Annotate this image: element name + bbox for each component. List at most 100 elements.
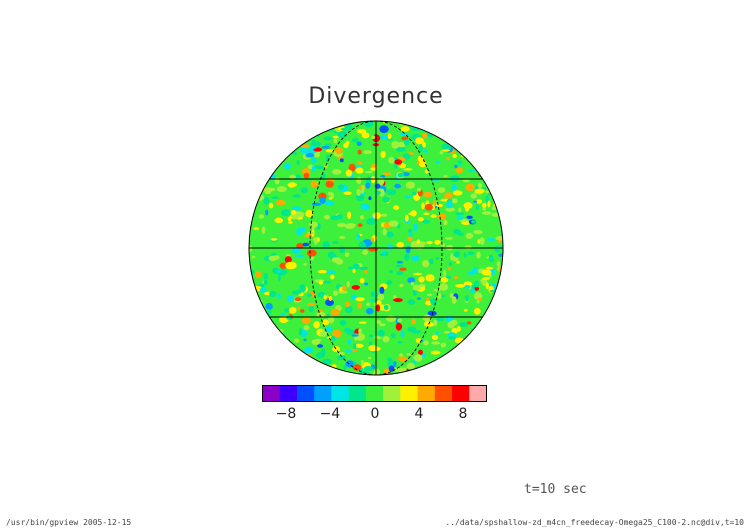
field-blob [400,117,409,120]
field-blob [375,320,382,324]
field-blob [249,160,252,166]
field-blob [366,218,376,225]
field-blob [498,321,503,326]
globe-outline [248,120,504,376]
field-blob [378,188,385,197]
field-blob [294,338,300,343]
field-blob [322,280,332,284]
field-blob [440,276,449,283]
field-blob [370,167,377,171]
field-blob [249,352,258,359]
field-blob [422,219,430,224]
field-blob [305,209,313,218]
field-blob [368,344,378,352]
field-blob [304,346,314,354]
field-blob [473,307,481,315]
field-blob [357,302,363,309]
field-blob [315,367,326,375]
field-blob [433,319,438,327]
field-blob [365,182,371,189]
field-blob [355,167,364,174]
field-blob [466,126,470,133]
field-blob [472,375,482,379]
field-blob [314,122,323,130]
field-blob [249,140,251,148]
field-blob [500,173,503,179]
field-blob [348,163,356,172]
field-blob [249,185,254,193]
field-blob [346,223,356,228]
field-blob [245,238,249,241]
field-blob [351,334,359,337]
field-blob [302,126,308,130]
field-blob [496,310,503,315]
field-blob [272,344,278,348]
field-blob [498,358,503,365]
field-blob [254,337,263,343]
field-blob [270,369,276,375]
colorbar-cell [331,385,349,402]
field-blob [499,354,503,363]
field-blob [417,297,421,300]
field-blob [476,153,480,160]
field-blob [352,364,362,371]
field-blob [415,338,422,343]
field-blob [479,237,485,245]
field-blob [253,363,260,368]
field-blob [284,308,290,313]
globe-field [245,117,503,379]
field-blob [472,121,478,124]
field-blob [292,366,297,374]
field-blob [251,312,259,317]
field-blob [410,210,417,217]
field-blob [268,202,274,209]
field-blob [372,212,382,219]
field-blob [263,354,272,357]
field-blob [338,351,345,356]
field-blob [300,309,305,313]
field-blob [490,331,498,336]
field-blob [443,331,451,334]
colorbar-cell [365,385,384,402]
field-blob [495,346,501,351]
field-blob [311,141,321,147]
field-blob [408,299,415,305]
field-blob [379,323,386,327]
field-blob [430,214,437,218]
field-blob [288,145,295,150]
field-blob [470,288,476,293]
field-blob [291,206,302,211]
field-blob [337,121,345,122]
field-blob [345,301,350,308]
field-blob [347,266,354,270]
field-blob [368,196,372,201]
field-blob [275,199,286,206]
field-blob [261,226,266,235]
field-blob [423,340,429,346]
field-blob [344,252,350,257]
field-blob [456,138,463,146]
field-blob [308,305,314,313]
colorbar-cell [296,385,315,402]
field-blob [498,253,503,257]
field-blob [473,292,483,300]
field-blob [399,121,407,123]
field-blob [489,370,493,375]
field-blob [491,158,502,162]
field-blob [466,272,476,275]
field-blob [374,190,381,195]
field-blob [429,121,434,127]
field-blob [283,364,291,368]
field-blob [418,144,423,153]
field-blob [484,171,490,179]
field-blob [347,211,352,219]
field-blob [249,269,255,275]
field-blob [289,363,298,369]
colorbar-tick-label: −4 [319,406,341,422]
field-blob [491,257,495,263]
field-blob [327,315,335,324]
field-blob [489,304,496,312]
meridian-ellipse [309,121,443,375]
field-blob [257,121,266,122]
field-blob [470,351,477,358]
